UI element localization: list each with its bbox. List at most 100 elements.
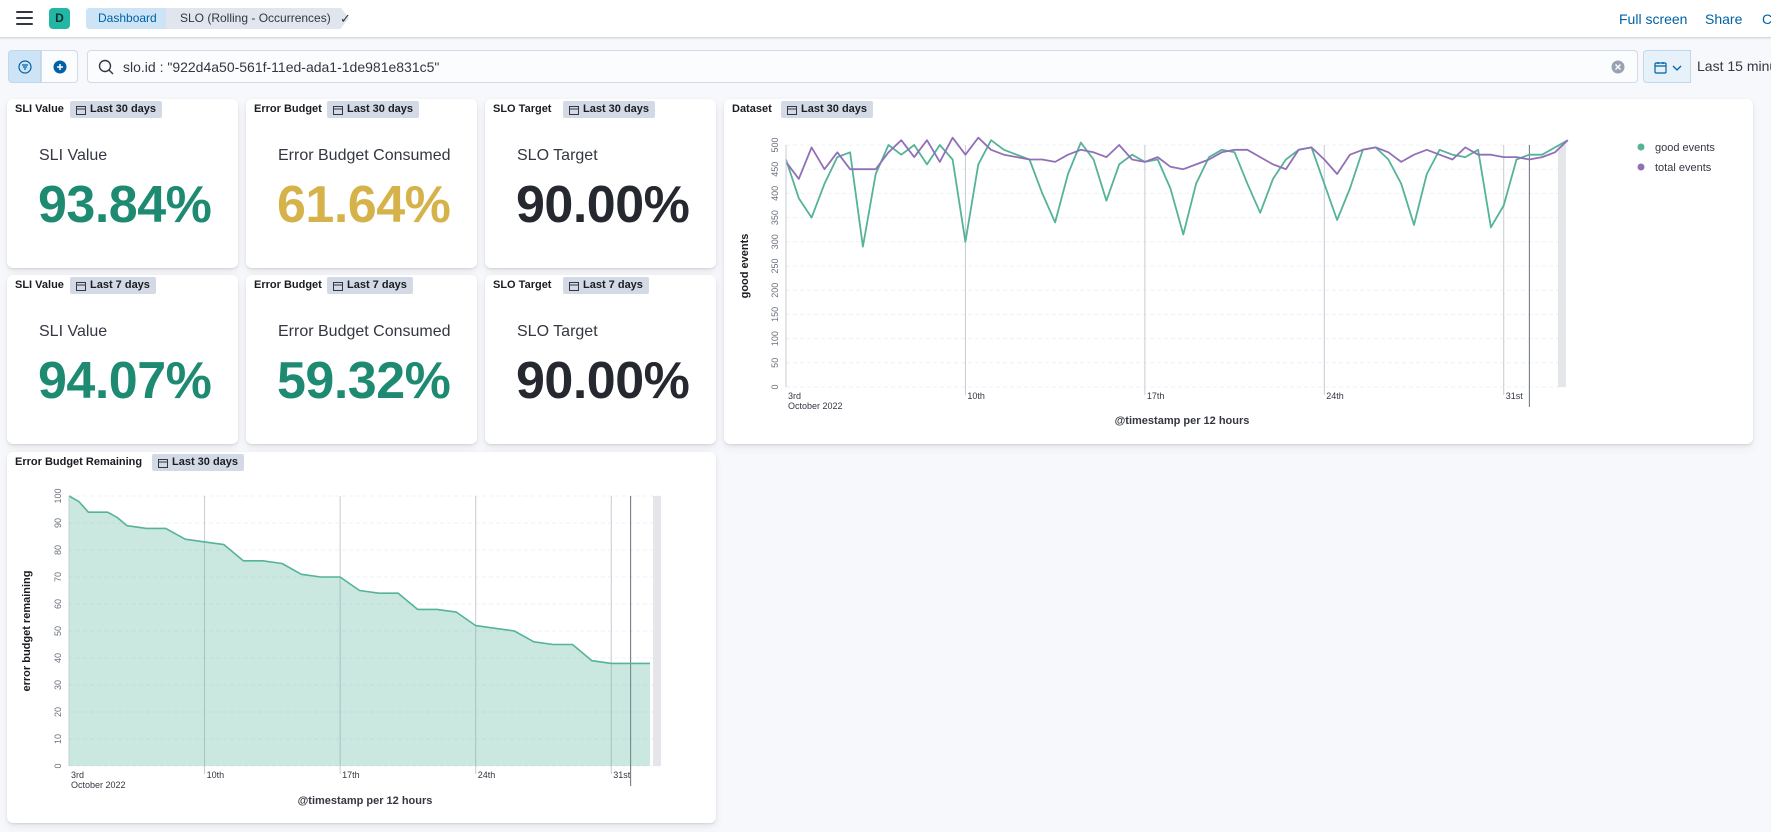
y-tick-label: 350 (770, 210, 780, 225)
error-budget-area-chart: 0 10 20 30 40 50 60 70 80 90 100 3rd 10th 17th 24th 31s… (21, 488, 661, 807)
calendar-icon (1654, 62, 1667, 74)
y-tick-label: 10 (53, 734, 63, 744)
metric-label: Error Budget Consumed (278, 147, 451, 164)
y-tick-label: 100 (53, 488, 63, 503)
time-range-badge: Last 30 days (781, 101, 874, 118)
y-tick-label: 200 (770, 283, 780, 298)
x-axis-title: @timestamp per 12 hours (298, 795, 433, 807)
y-tick-label: 20 (53, 707, 63, 717)
badge-label: Last 30 days (801, 103, 868, 115)
y-tick-label: 60 (53, 599, 63, 609)
y-tick-label: 80 (53, 545, 63, 555)
breadcrumb-dashboard[interactable]: Dashboard (86, 8, 169, 29)
x-tick-label: 17th (1147, 391, 1165, 401)
badge-label: Last 7 days (347, 279, 407, 291)
y-tick-label: 50 (53, 626, 63, 636)
out-of-range-band (653, 496, 661, 766)
y-tick-label: 90 (53, 518, 63, 528)
x-tick-label: 3rd (788, 391, 801, 401)
panel-error-budget-remaining: Error Budget Remaining Last 30 days 0 10 2… (7, 452, 716, 823)
panel-sli-30-days: SLI Value Last 30 days SLI Value 93.84% (7, 99, 238, 268)
panel-title: SLO Target (493, 103, 552, 115)
panel-slo-target-30-days: SLO Target Last 30 days SLO Target 90.00… (485, 99, 716, 268)
y-tick-label: 250 (770, 258, 780, 273)
legend-label: good events (1655, 142, 1715, 154)
search-input[interactable]: slo.id : "922d4a50-561f-11ed-ada1-1de981… (87, 50, 1638, 83)
date-quick-menu-button[interactable] (1643, 50, 1691, 83)
y-tick-label: 100 (770, 331, 780, 346)
series-line (68, 495, 650, 665)
badge-label: Last 30 days (583, 103, 650, 115)
breadcrumb-current-dashboard: SLO (Rolling - Occurrences) (166, 8, 349, 29)
search-query-text: slo.id : "922d4a50-561f-11ed-ada1-1de981… (123, 59, 440, 75)
clear-icon[interactable] (1611, 60, 1625, 74)
time-range-badge: Last 7 days (563, 277, 649, 294)
add-filter-button[interactable] (41, 50, 78, 83)
space-avatar[interactable]: D (49, 8, 70, 29)
panel-error-budget-30-days: Error Budget Last 30 days Error Budget C… (246, 99, 477, 268)
metric-value: 90.00% (516, 176, 690, 234)
metric-label: SLI Value (39, 323, 108, 340)
panel-title: Error Budget Remaining (15, 456, 143, 468)
calendar-icon (333, 106, 343, 115)
time-range-badge: Last 30 days (70, 101, 163, 118)
panel-title: SLO Target (493, 279, 552, 291)
badge-label: Last 7 days (583, 279, 643, 291)
series-line (785, 139, 1569, 248)
panel-slo-target-7-days: SLO Target Last 7 days SLO Target 90.00% (485, 275, 716, 444)
metric-value: 59.32% (277, 352, 451, 410)
panel-title: SLI Value (15, 103, 64, 115)
metric-label: SLO Target (517, 147, 598, 164)
x-tick-label: 24th (1326, 391, 1344, 401)
share-link[interactable]: Share (1705, 11, 1743, 27)
panel-title: Error Budget (254, 279, 322, 291)
y-tick-label: 40 (53, 653, 63, 663)
calendar-icon (569, 282, 579, 291)
panel-sli-7-days: SLI Value Last 7 days SLI Value 94.07% (7, 275, 238, 444)
check-icon: ✓ (340, 11, 351, 26)
calendar-icon (76, 282, 86, 291)
menu-icon[interactable] (16, 11, 33, 25)
x-tick-sublabel: October 2022 (71, 780, 126, 790)
saved-query-button[interactable] (8, 50, 41, 83)
clone-link[interactable]: C (1762, 11, 1771, 27)
calendar-icon (76, 106, 86, 115)
y-axis-title: error budget remaining (21, 570, 33, 691)
y-axis-title: good events (739, 234, 751, 299)
y-tick-label: 400 (770, 186, 780, 201)
time-range-badge: Last 7 days (327, 277, 413, 294)
x-tick-label: 17th (342, 770, 360, 780)
calendar-icon (333, 282, 343, 291)
metric-label: SLO Target (517, 323, 598, 340)
x-axis-title: @timestamp per 12 hours (1115, 415, 1250, 427)
y-tick-label: 70 (53, 572, 63, 582)
add-icon (53, 60, 67, 74)
badge-label: Last 30 days (172, 456, 239, 468)
y-tick-label: 30 (53, 680, 63, 690)
search-icon (98, 59, 114, 75)
y-tick-label: 150 (770, 307, 780, 322)
series-area (69, 496, 650, 766)
metric-value: 94.07% (38, 352, 212, 410)
panel-dataset: Dataset Last 30 days 0 50 100 150 200 250 300 3… (724, 99, 1753, 444)
panel-error-budget-7-days: Error Budget Last 7 days Error Budget Co… (246, 275, 477, 444)
time-range-badge: Last 30 days (152, 454, 245, 471)
out-of-range-band (1558, 145, 1566, 387)
y-tick-label: 500 (770, 137, 780, 152)
time-range-display[interactable]: Last 15 minu (1697, 58, 1771, 74)
calendar-icon (569, 106, 579, 115)
x-tick-sublabel: October 2022 (788, 401, 843, 411)
calendar-icon (158, 459, 168, 468)
y-tick-label: 50 (770, 358, 780, 368)
badge-label: Last 30 days (347, 103, 414, 115)
filter-icon (18, 60, 32, 74)
badge-label: Last 30 days (90, 103, 157, 115)
panel-title: Dataset (732, 103, 772, 115)
full-screen-link[interactable]: Full screen (1619, 11, 1688, 27)
panel-title: SLI Value (15, 279, 64, 291)
legend-swatch (1637, 163, 1645, 171)
x-tick-label: 3rd (71, 770, 84, 780)
y-tick-label: 0 (770, 384, 780, 389)
metric-value: 93.84% (38, 176, 212, 234)
panel-title: Error Budget (254, 103, 322, 115)
